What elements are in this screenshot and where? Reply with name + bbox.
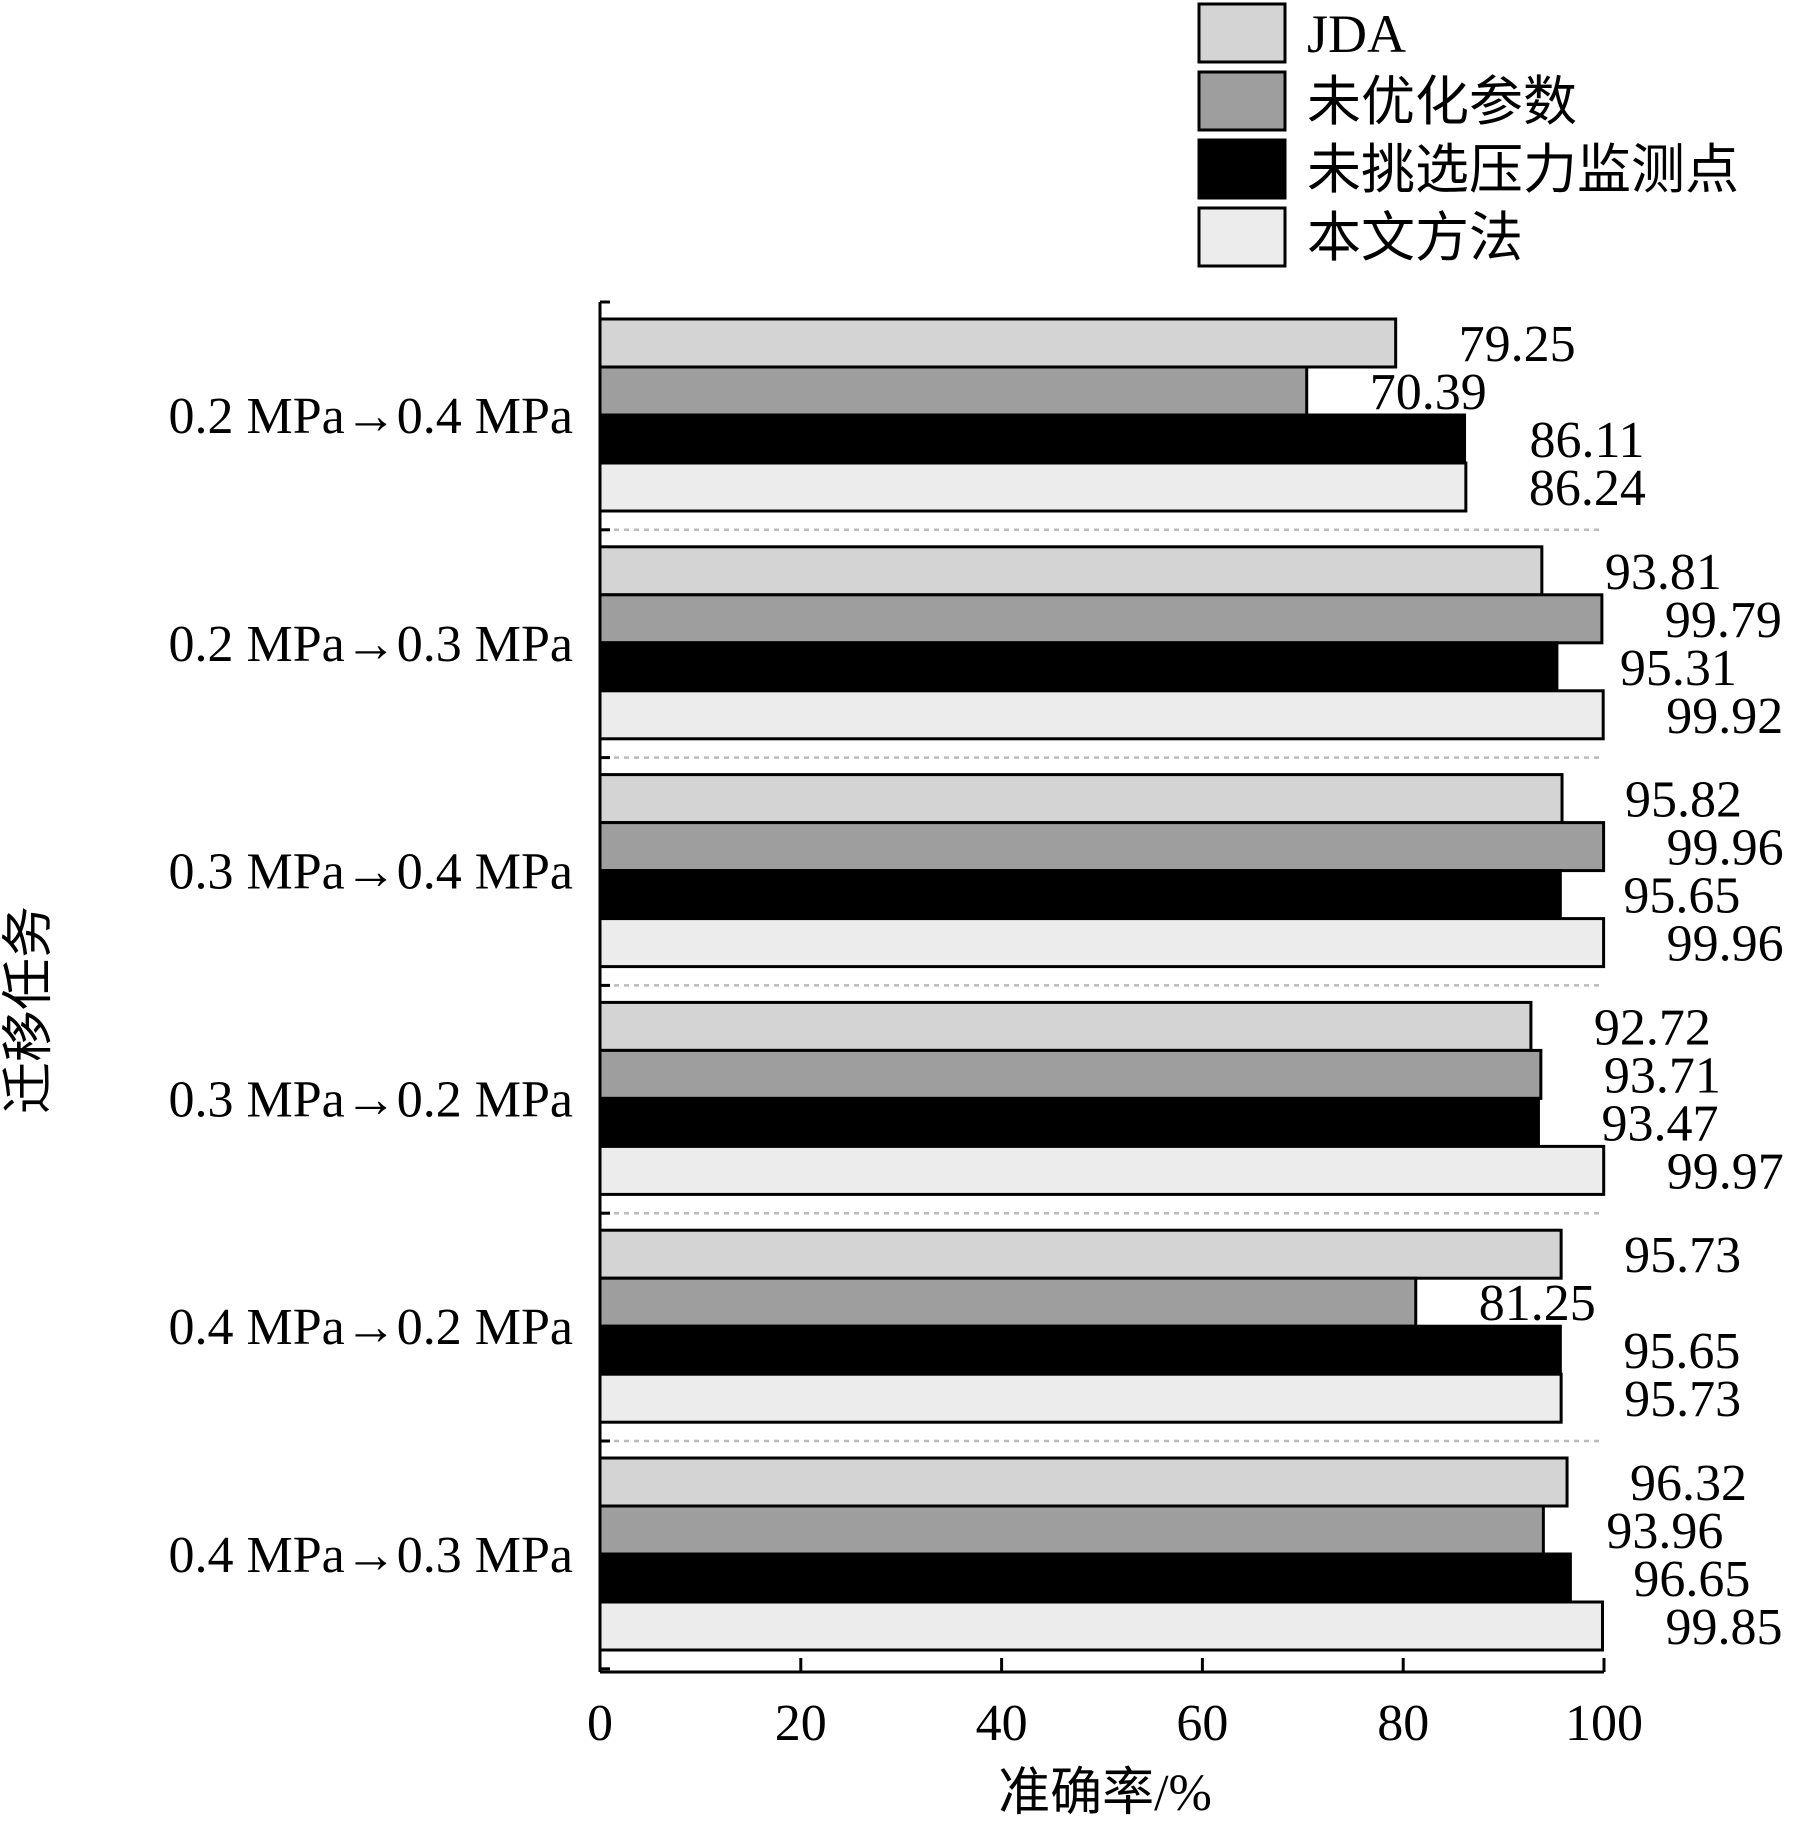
data-label-4-3: 93.47 bbox=[1601, 1095, 1718, 1152]
legend-swatch-3 bbox=[1197, 138, 1287, 200]
x-tick-label-4: 60 bbox=[1176, 1695, 1228, 1752]
x-tick-label-5: 80 bbox=[1377, 1695, 1429, 1752]
x-tick-label-1: 0 bbox=[587, 1695, 613, 1752]
data-label-4-4: 99.97 bbox=[1667, 1143, 1784, 1200]
bar-3-2 bbox=[598, 821, 1606, 873]
bar-6-4 bbox=[598, 1600, 1604, 1652]
data-label-2-2: 99.79 bbox=[1665, 592, 1782, 649]
data-label-3-4: 99.96 bbox=[1667, 916, 1784, 973]
data-label-3-3: 95.65 bbox=[1623, 868, 1740, 925]
legend-swatch-1 bbox=[1197, 2, 1287, 64]
bar-6-1 bbox=[598, 1456, 1569, 1508]
bar-2-2 bbox=[598, 593, 1604, 645]
bar-2-1 bbox=[598, 545, 1544, 597]
data-label-5-3: 95.65 bbox=[1623, 1323, 1740, 1380]
data-label-5-1: 95.73 bbox=[1624, 1227, 1741, 1284]
data-label-5-4: 95.73 bbox=[1624, 1371, 1741, 1428]
data-label-6-3: 96.65 bbox=[1633, 1551, 1750, 1608]
bar-1-2 bbox=[598, 365, 1309, 417]
bar-6-3 bbox=[598, 1552, 1572, 1604]
category-label-5: 0.4 MPa→0.2 MPa bbox=[169, 1299, 573, 1356]
bar-3-4 bbox=[598, 917, 1606, 969]
bar-5-2 bbox=[598, 1276, 1418, 1328]
legend-label-2: 未优化参数 bbox=[1307, 72, 1577, 132]
category-label-3: 0.3 MPa→0.4 MPa bbox=[169, 844, 573, 901]
legend-label-4: 本文方法 bbox=[1307, 208, 1523, 268]
data-label-4-2: 93.71 bbox=[1604, 1047, 1721, 1104]
data-label-6-2: 93.96 bbox=[1606, 1503, 1723, 1560]
category-label-2: 0.2 MPa→0.3 MPa bbox=[169, 616, 573, 673]
data-label-2-4: 99.92 bbox=[1666, 688, 1783, 745]
bar-4-1 bbox=[598, 1000, 1533, 1052]
axes: 0 20 40 60 80 100 bbox=[587, 300, 1643, 1752]
category-label-1: 0.2 MPa→0.4 MPa bbox=[169, 388, 573, 445]
category-label-6: 0.4 MPa→0.3 MPa bbox=[169, 1527, 573, 1584]
data-label-4-1: 92.72 bbox=[1594, 999, 1711, 1056]
data-label-3-1: 95.82 bbox=[1625, 772, 1742, 829]
bar-3-3 bbox=[598, 869, 1562, 921]
data-label-1-2: 70.39 bbox=[1370, 364, 1487, 421]
bar-3-1 bbox=[598, 773, 1564, 825]
category-labels: 0.2 MPa→0.4 MPa 0.2 MPa→0.3 MPa 0.3 MPa→0.… bbox=[169, 388, 573, 1584]
data-label-6-4: 99.85 bbox=[1665, 1599, 1782, 1656]
y-axis-label: 迁移任务 bbox=[1, 906, 58, 1114]
data-label-2-3: 95.31 bbox=[1620, 640, 1737, 697]
data-label-6-1: 96.32 bbox=[1630, 1455, 1747, 1512]
bar-5-1 bbox=[598, 1228, 1563, 1280]
bar-5-4 bbox=[598, 1372, 1563, 1424]
x-axis-label: 准确率/% bbox=[998, 1765, 1212, 1822]
data-label-2-1: 93.81 bbox=[1605, 544, 1722, 601]
x-tick-label-6: 100 bbox=[1565, 1695, 1643, 1752]
legend-swatch-2 bbox=[1197, 70, 1287, 132]
x-tick-label-3: 40 bbox=[976, 1695, 1028, 1752]
bars bbox=[598, 317, 1606, 1652]
bar-5-3 bbox=[598, 1324, 1562, 1376]
bar-2-4 bbox=[598, 689, 1605, 741]
data-label-3-2: 99.96 bbox=[1667, 820, 1784, 877]
group-separators bbox=[604, 528, 1604, 1443]
bar-4-4 bbox=[598, 1144, 1606, 1196]
bar-6-2 bbox=[598, 1504, 1545, 1556]
legend-swatch-4 bbox=[1197, 206, 1287, 268]
data-label-1-1: 79.25 bbox=[1459, 316, 1576, 373]
legend-label-1: JDA bbox=[1307, 4, 1406, 64]
legend-label-3: 未挑选压力监测点 bbox=[1307, 140, 1739, 200]
data-label-5-2: 81.25 bbox=[1479, 1275, 1596, 1332]
bar-1-3 bbox=[598, 413, 1467, 465]
data-label-1-4: 86.24 bbox=[1529, 460, 1646, 517]
bar-4-3 bbox=[598, 1096, 1540, 1148]
data-label-1-3: 86.11 bbox=[1529, 412, 1644, 469]
bar-2-3 bbox=[598, 641, 1559, 693]
bar-1-4 bbox=[598, 461, 1468, 513]
category-label-4: 0.3 MPa→0.2 MPa bbox=[169, 1071, 573, 1128]
x-tick-label-2: 20 bbox=[775, 1695, 827, 1752]
bar-4-2 bbox=[598, 1048, 1543, 1100]
bar-1-1 bbox=[598, 317, 1398, 369]
